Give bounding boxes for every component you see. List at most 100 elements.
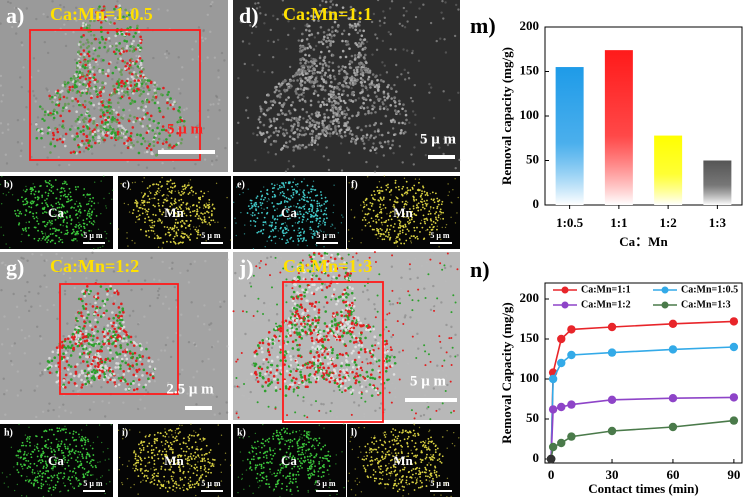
eds-dot: [54, 228, 56, 230]
eds-dot: [93, 332, 96, 335]
eds-dot: [118, 78, 121, 81]
texture-dot: [413, 163, 415, 165]
texture-dot: [179, 334, 181, 336]
eds-dot: [283, 184, 285, 186]
eds-dot: [56, 111, 59, 114]
eds-dot: [17, 209, 19, 211]
texture-dot: [270, 306, 272, 308]
eds-dot: [121, 60, 124, 63]
eds-dot: [188, 208, 190, 210]
eds-dot: [87, 352, 90, 355]
eds-dot: [176, 227, 178, 229]
texture-dot: [272, 15, 274, 17]
eds-dot: [418, 182, 420, 184]
eds-dot: [64, 103, 67, 106]
texture-dot: [48, 402, 50, 404]
eds-dot: [96, 95, 99, 98]
eds-dot: [319, 71, 322, 74]
eds-dot: [84, 210, 86, 212]
eds-dot: [337, 82, 340, 85]
eds-dot: [90, 217, 92, 219]
texture-dot: [87, 319, 89, 321]
eds-dot: [185, 186, 187, 188]
eds-dot: [305, 60, 308, 63]
texture-dot: [456, 354, 458, 356]
eds-dot: [87, 364, 90, 367]
eds-dot: [149, 198, 151, 200]
eds-dot: [47, 239, 49, 241]
eds-dot: [117, 128, 120, 131]
eds-dot: [94, 302, 97, 305]
eds-dot: [71, 135, 74, 138]
eds-dot: [310, 206, 311, 207]
eds-dot: [84, 227, 86, 229]
eds-dot: [56, 346, 59, 349]
eds-dot: [293, 138, 296, 141]
eds-dot: [353, 69, 356, 72]
texture-dot: [96, 63, 98, 65]
texture-dot: [31, 253, 33, 255]
eds-dot: [173, 241, 175, 243]
texture-dot: [388, 31, 390, 33]
texture-dot: [158, 294, 160, 296]
eds-dot: [112, 302, 115, 305]
eds-dot: [119, 57, 122, 60]
eds-dot: [50, 241, 52, 243]
eds-dot: [375, 74, 378, 77]
eds-dot: [39, 105, 42, 108]
texture-dot: [215, 95, 217, 97]
texture-dot: [422, 4, 424, 6]
texture-dot: [373, 303, 375, 305]
eds-dot: [120, 136, 123, 139]
texture-dot: [445, 51, 447, 53]
eds-dot: [76, 132, 79, 135]
eds-dot: [332, 116, 335, 119]
eds-dot: [83, 106, 86, 109]
eds-dot: [317, 84, 320, 87]
texture-dot: [217, 103, 219, 105]
eds-dot: [66, 210, 68, 212]
eds-dot: [40, 240, 41, 241]
texture-dot: [85, 277, 87, 279]
eds-dot: [109, 359, 112, 362]
eds-dot: [152, 95, 155, 98]
eds-dot: [107, 116, 110, 119]
eds-dot: [385, 115, 388, 118]
texture-dot: [219, 301, 221, 303]
texture-dot: [55, 253, 57, 255]
eds-dot: [166, 98, 169, 101]
eds-dot: [323, 31, 326, 34]
texture-dot: [236, 142, 238, 144]
eds-dot: [113, 88, 116, 91]
texture-dot: [221, 52, 223, 54]
eds-dot: [79, 353, 82, 356]
texture-dot: [100, 386, 102, 388]
eds-dot: [310, 81, 313, 84]
eds-dot: [36, 212, 38, 214]
eds-dot: [91, 211, 93, 213]
eds-dot: [83, 316, 86, 319]
texture-dot: [458, 159, 460, 161]
eds-dot: [254, 214, 256, 216]
texture-dot: [166, 56, 168, 58]
eds-map-panel: c)Mn5 μ m: [118, 176, 232, 249]
eds-dot: [372, 229, 374, 231]
eds-dot: [342, 216, 343, 217]
eds-dot: [323, 74, 326, 77]
eds-dot: [324, 62, 327, 65]
texture-dot: [410, 153, 412, 155]
eds-dot: [125, 351, 128, 354]
eds-dot: [28, 206, 30, 208]
eds-dot: [49, 114, 52, 117]
eds-dot: [18, 222, 20, 224]
texture-dot: [130, 289, 132, 291]
eds-dot: [47, 182, 49, 184]
eds-dot: [94, 365, 97, 368]
texture-dot: [227, 258, 229, 260]
eds-dot: [417, 206, 418, 207]
texture-dot: [161, 162, 163, 164]
texture-dot: [385, 105, 387, 107]
texture-dot: [244, 295, 246, 297]
eds-dot: [105, 38, 108, 41]
eds-dot: [98, 69, 101, 72]
